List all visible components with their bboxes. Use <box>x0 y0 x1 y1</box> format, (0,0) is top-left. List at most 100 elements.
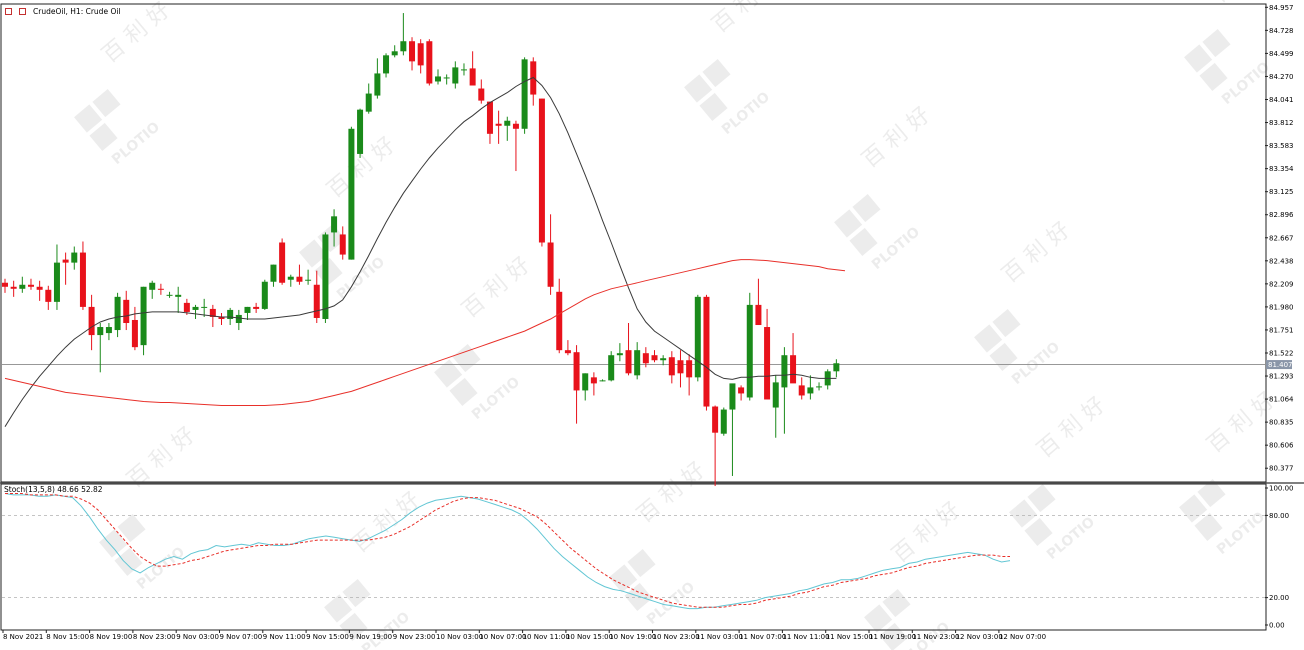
candle[interactable] <box>703 294 710 411</box>
candle[interactable] <box>694 294 701 382</box>
candle[interactable] <box>746 292 753 401</box>
candle[interactable] <box>391 45 398 58</box>
candle[interactable] <box>417 39 424 74</box>
watermark-logo-square <box>1024 517 1053 546</box>
candle[interactable] <box>781 347 788 434</box>
candle[interactable] <box>140 286 147 356</box>
candle[interactable] <box>530 57 537 106</box>
candle[interactable] <box>469 51 476 86</box>
candle[interactable] <box>452 61 459 89</box>
candle[interactable] <box>183 298 190 315</box>
candle[interactable] <box>790 333 797 384</box>
candle[interactable] <box>755 278 762 326</box>
candle[interactable] <box>62 252 69 285</box>
candle[interactable] <box>608 351 615 382</box>
candle[interactable] <box>383 53 390 78</box>
candle[interactable] <box>435 69 441 85</box>
candle[interactable] <box>19 276 26 293</box>
candle[interactable] <box>45 285 52 310</box>
candle[interactable] <box>504 116 511 141</box>
candle[interactable] <box>27 278 34 290</box>
candle[interactable] <box>192 304 199 319</box>
candle[interactable] <box>114 292 121 338</box>
price-plot[interactable] <box>2 13 1265 487</box>
candle[interactable] <box>720 407 727 436</box>
candle[interactable] <box>71 246 78 270</box>
candle[interactable] <box>443 74 450 85</box>
candle[interactable] <box>686 354 693 396</box>
candle[interactable] <box>2 278 8 293</box>
candle[interactable] <box>365 83 372 114</box>
candle[interactable] <box>816 382 823 391</box>
candle[interactable] <box>339 226 346 260</box>
candle[interactable] <box>270 264 277 287</box>
candle[interactable] <box>10 280 17 297</box>
candle[interactable] <box>651 350 658 363</box>
candle[interactable] <box>634 342 641 380</box>
candle[interactable] <box>556 278 563 354</box>
candle[interactable] <box>348 126 355 260</box>
candle[interactable] <box>460 63 467 76</box>
candle[interactable] <box>313 270 320 324</box>
candle[interactable] <box>79 241 86 310</box>
candle[interactable] <box>400 13 407 56</box>
candle[interactable] <box>218 312 225 326</box>
candle[interactable] <box>486 101 493 144</box>
candle[interactable] <box>149 280 156 299</box>
candle[interactable] <box>573 345 580 424</box>
candle[interactable] <box>88 294 95 351</box>
candle[interactable] <box>642 347 649 368</box>
candle[interactable] <box>512 120 519 172</box>
candle[interactable] <box>166 291 173 298</box>
candle[interactable] <box>599 379 606 382</box>
candle[interactable] <box>201 298 208 317</box>
candle[interactable] <box>287 274 294 287</box>
candle[interactable] <box>521 57 528 134</box>
candle[interactable] <box>538 98 545 247</box>
candle[interactable] <box>123 290 130 331</box>
candle[interactable] <box>279 238 286 285</box>
candle[interactable] <box>582 373 589 401</box>
candle[interactable] <box>547 214 554 295</box>
candle[interactable] <box>253 302 260 313</box>
candle[interactable] <box>764 308 771 400</box>
candle[interactable] <box>36 280 43 301</box>
candle[interactable] <box>105 323 112 341</box>
candle[interactable] <box>261 279 268 310</box>
stochastic-plot[interactable] <box>2 493 1265 610</box>
candle[interactable] <box>729 383 736 476</box>
candle[interactable] <box>97 323 104 373</box>
candle[interactable] <box>322 232 329 324</box>
candle[interactable] <box>712 405 719 487</box>
candle[interactable] <box>668 351 675 384</box>
candle[interactable] <box>625 323 632 376</box>
candle[interactable] <box>53 244 60 310</box>
candle[interactable] <box>478 79 485 104</box>
candle[interactable] <box>357 108 364 158</box>
candle[interactable] <box>331 209 338 247</box>
candle[interactable] <box>616 343 623 362</box>
candle[interactable] <box>798 377 805 400</box>
candle[interactable] <box>157 283 164 295</box>
candle[interactable] <box>564 340 571 356</box>
candle[interactable] <box>495 110 502 144</box>
candle[interactable] <box>296 264 303 285</box>
candle[interactable] <box>807 375 814 400</box>
candle[interactable] <box>305 269 312 285</box>
candle[interactable] <box>660 355 667 366</box>
candle[interactable] <box>772 375 779 438</box>
candle[interactable] <box>244 306 251 320</box>
candle[interactable] <box>409 37 416 71</box>
candle[interactable] <box>738 385 745 401</box>
candle[interactable] <box>833 359 840 378</box>
candle[interactable] <box>235 309 242 331</box>
candle[interactable] <box>590 372 597 396</box>
candle[interactable] <box>227 307 234 326</box>
candle[interactable] <box>426 39 433 86</box>
candle[interactable] <box>175 286 182 313</box>
candle[interactable] <box>677 350 684 388</box>
candle[interactable] <box>374 58 381 99</box>
candle[interactable] <box>824 369 831 390</box>
